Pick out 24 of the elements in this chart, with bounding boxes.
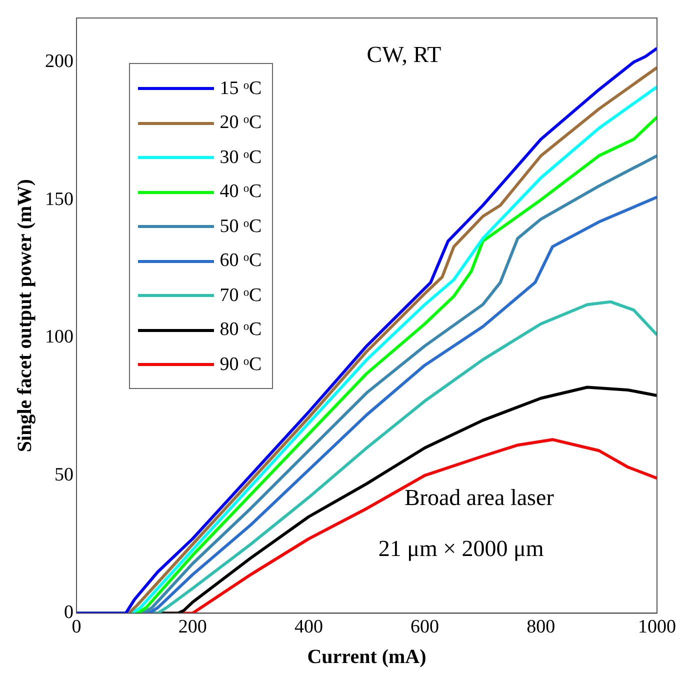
legend-label: 90 ᵒC <box>220 354 262 376</box>
y-tick-label: 150 <box>45 188 74 210</box>
y-tick-label: 0 <box>64 602 74 624</box>
x-tick-label: 800 <box>526 616 556 638</box>
y-tick-label: 200 <box>45 51 74 72</box>
x-tick-label: 200 <box>178 616 207 638</box>
x-axis-title: Current (mA) <box>307 646 426 668</box>
annotation: 21 μm × 2000 μm <box>378 536 544 562</box>
x-tick-label: 1000 <box>638 616 676 638</box>
x-tick-label: 600 <box>410 616 440 638</box>
legend-label: 70 ᵒC <box>220 284 262 307</box>
legend-label: 80 ᵒC <box>220 319 262 342</box>
x-tick-label: 400 <box>294 616 323 638</box>
annotation: Broad area laser <box>404 485 554 512</box>
y-axis-title: Single facet output power (mW) <box>14 179 36 452</box>
legend-label: 30 ᵒC <box>220 146 262 169</box>
legend-label: 60 ᵒC <box>220 250 262 272</box>
legend-label: 50 ᵒC <box>220 216 262 238</box>
legend-label: 40 ᵒC <box>220 181 262 204</box>
y-tick-label: 50 <box>54 464 74 486</box>
y-tick-label: 100 <box>45 326 74 348</box>
legend-label: 15 ᵒC <box>220 78 262 100</box>
legend-label: 20 ᵒC <box>220 112 262 134</box>
annotation: CW, RT <box>366 42 442 68</box>
